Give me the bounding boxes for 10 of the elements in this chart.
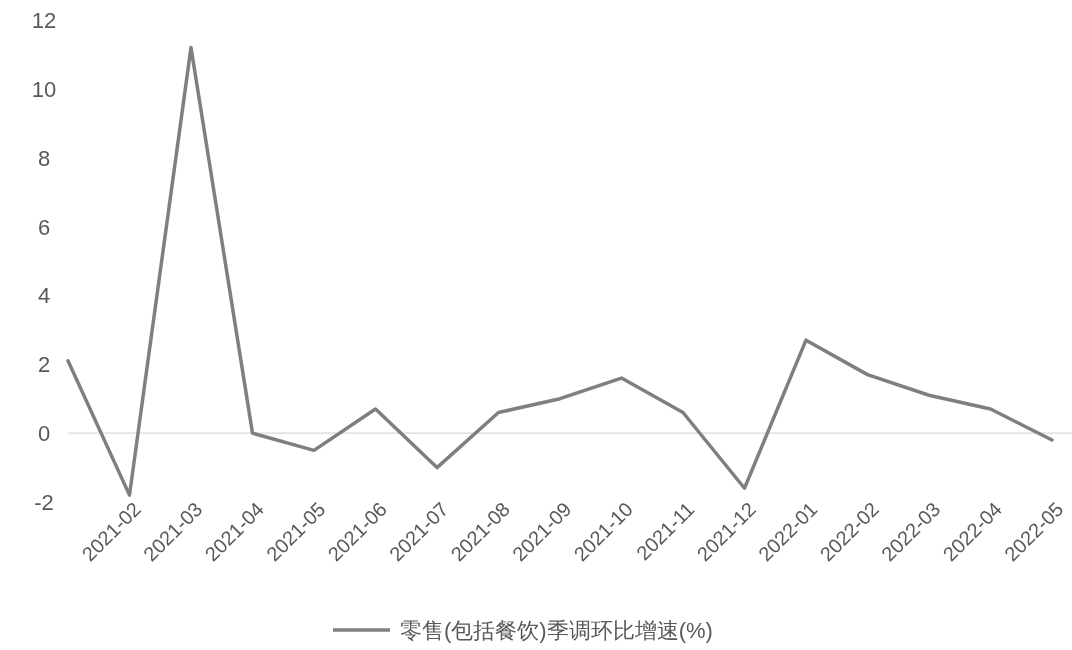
y-tick-label: 10 (31, 76, 57, 102)
legend-label: 零售(包括餐饮)季调环比增速(%) (400, 618, 713, 643)
y-tick-label: 4 (37, 283, 51, 309)
y-tick-label: 6 (37, 214, 51, 240)
y-tick-label: 2 (37, 352, 51, 378)
y-tick-label: 8 (37, 145, 51, 171)
y-tick-label: -2 (34, 490, 54, 515)
y-tick-label: 0 (37, 421, 51, 447)
line-series (66, 45, 1054, 497)
y-tick-label: 12 (31, 8, 57, 33)
